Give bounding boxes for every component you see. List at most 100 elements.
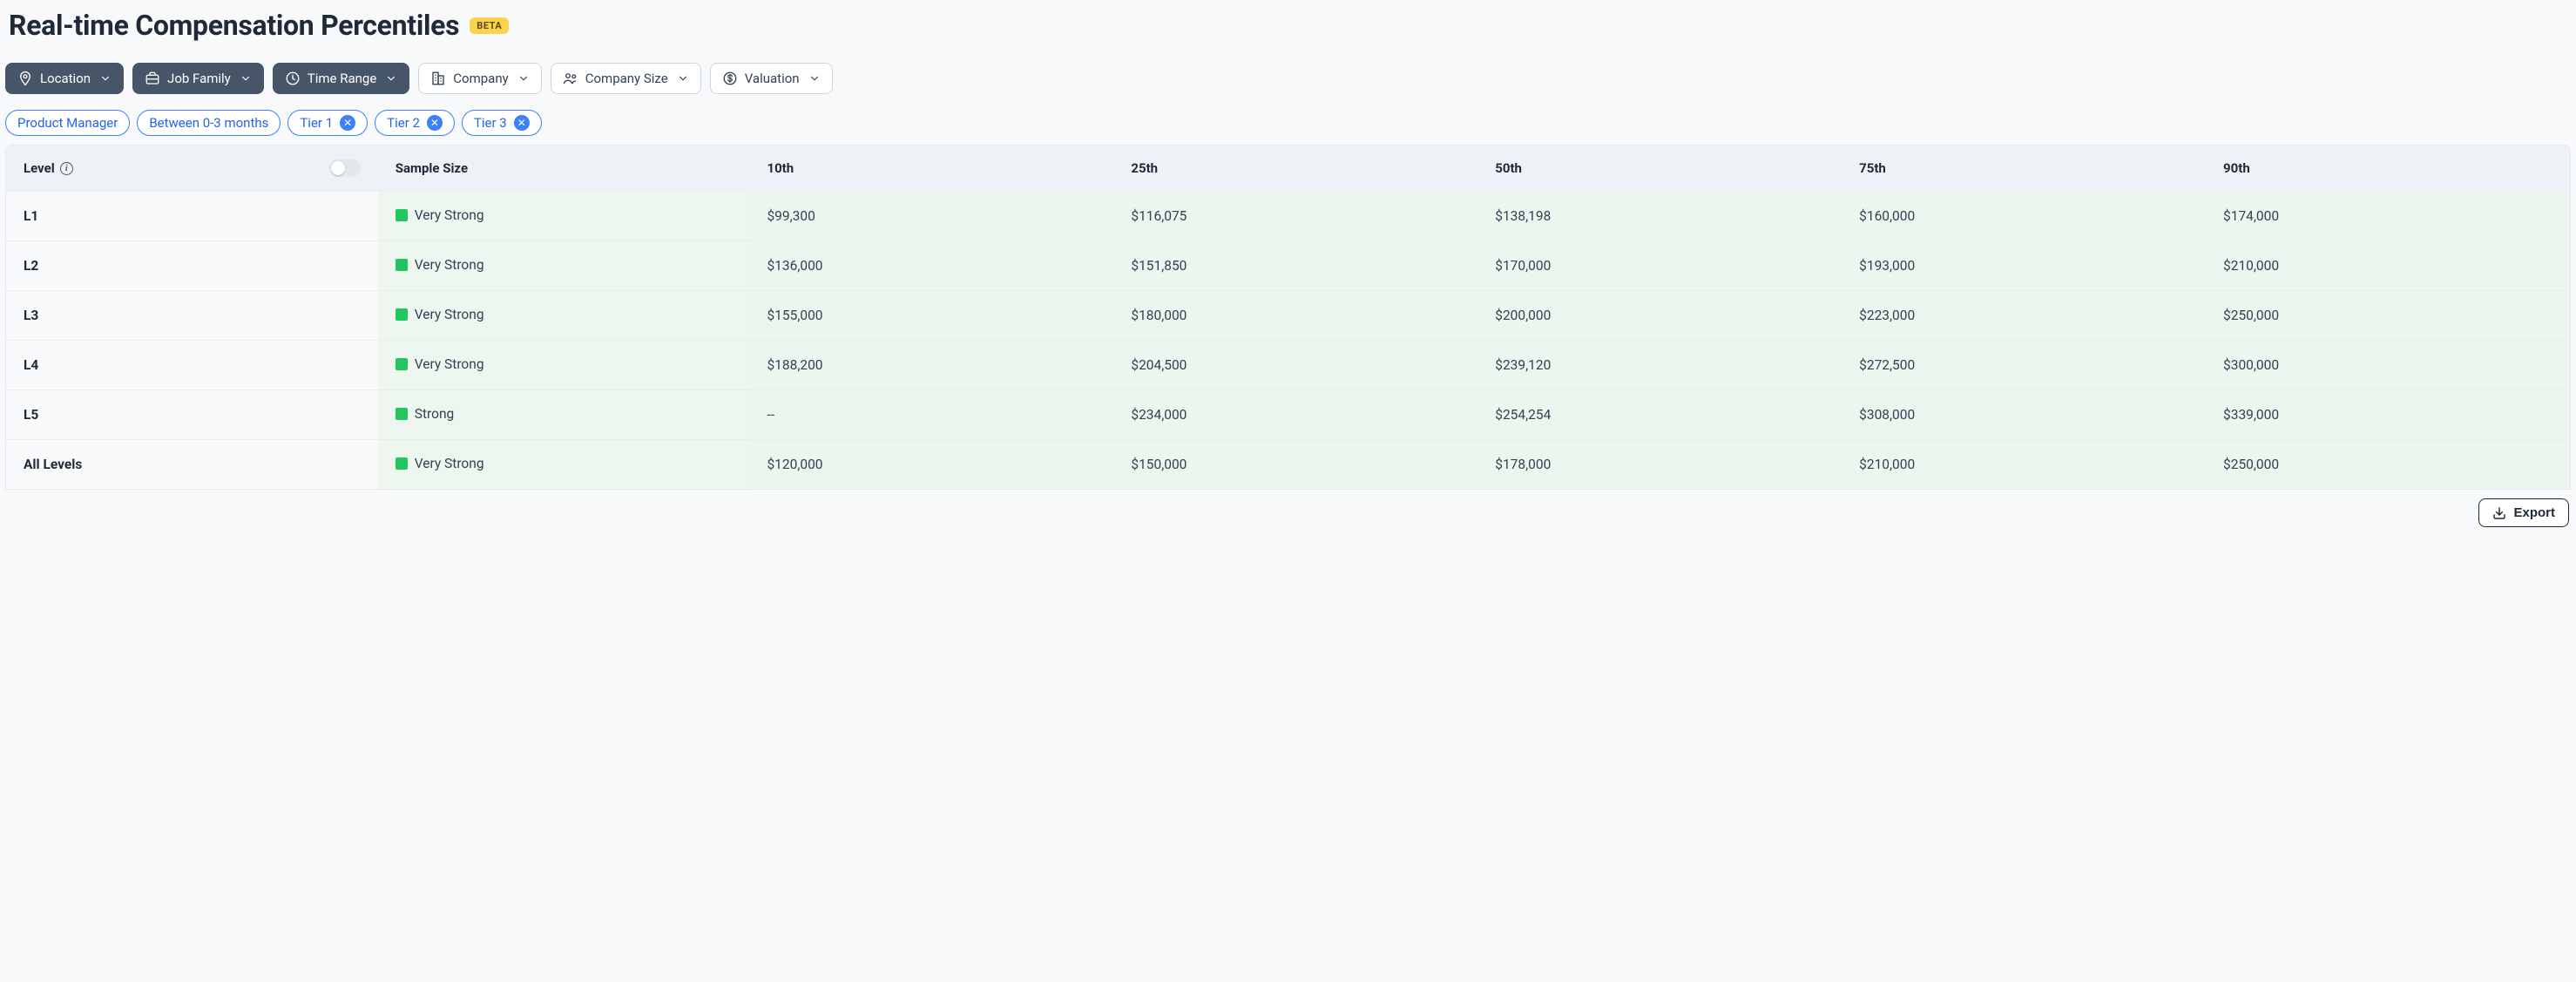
chip-remove-icon[interactable]: ✕: [427, 115, 443, 131]
cell-pct-25th: $150,000: [1113, 440, 1477, 490]
cell-pct-10th: $99,300: [749, 192, 1113, 241]
cell-pct-75th: $223,000: [1842, 291, 2206, 341]
filter-bar: Location Job Family Time Range Company Compa…: [5, 63, 2571, 94]
cell-level: All Levels: [6, 440, 378, 490]
cell-level: L4: [6, 341, 378, 390]
cell-pct-75th: $160,000: [1842, 192, 2206, 241]
filter-company[interactable]: Company: [418, 63, 541, 94]
cell-sample-size: Very Strong: [378, 241, 750, 291]
filter-job-family[interactable]: Job Family: [132, 63, 264, 94]
table-row: L4 Very Strong $188,200$204,500$239,120$27…: [6, 341, 2570, 390]
cell-pct-75th: $210,000: [1842, 440, 2206, 490]
filter-label: Company Size: [585, 71, 668, 86]
chip-tier-1[interactable]: Tier 1✕: [287, 110, 368, 136]
col-header-sample: Sample Size: [378, 146, 750, 192]
cell-pct-50th: $138,198: [1477, 192, 1842, 241]
chevron-down-icon: [99, 72, 112, 85]
info-icon[interactable]: i: [60, 162, 73, 175]
clock-icon: [285, 71, 301, 86]
chip-time-range-chip[interactable]: Between 0-3 months: [137, 110, 281, 136]
filter-location[interactable]: Location: [5, 63, 124, 94]
strength-label: Very Strong: [415, 307, 484, 322]
cell-pct-90th: $210,000: [2206, 241, 2570, 291]
filter-time-range[interactable]: Time Range: [273, 63, 410, 94]
cell-pct-75th: $308,000: [1842, 390, 2206, 440]
level-header-label: Level: [24, 160, 55, 176]
filter-label: Job Family: [167, 71, 231, 86]
chip-label: Between 0-3 months: [149, 115, 268, 131]
cell-pct-50th: $178,000: [1477, 440, 1842, 490]
strength-indicator-icon: [396, 308, 408, 321]
table-row: L5Strong--$234,000$254,254$308,000$339,0…: [6, 390, 2570, 440]
cell-pct-90th: $174,000: [2206, 192, 2570, 241]
table-footer: Export: [5, 490, 2571, 527]
chevron-down-icon: [677, 72, 689, 85]
cell-pct-10th: $120,000: [749, 440, 1113, 490]
strength-indicator-icon: [396, 408, 408, 420]
strength-indicator-icon: [396, 209, 408, 221]
cell-level: L1: [6, 192, 378, 241]
strength-indicator-icon: [396, 259, 408, 271]
chip-label: Tier 2: [387, 115, 420, 131]
export-label: Export: [2513, 505, 2555, 520]
cell-level: L3: [6, 291, 378, 341]
cell-pct-25th: $151,850: [1113, 241, 1477, 291]
people-icon: [563, 71, 578, 86]
filter-label: Location: [40, 71, 91, 86]
table-row: L2Very Strong$136,000$151,850$170,000$19…: [6, 241, 2570, 291]
download-icon: [2492, 506, 2506, 520]
col-header-90th: 90th: [2206, 146, 2570, 192]
cell-pct-10th: $136,000: [749, 241, 1113, 291]
cell-pct-10th: $188,200: [749, 341, 1113, 390]
filter-company-size[interactable]: Company Size: [551, 63, 701, 94]
chevron-down-icon: [808, 72, 821, 85]
chevron-down-icon: [240, 72, 252, 85]
building-icon: [430, 71, 446, 86]
strength-indicator-icon: [396, 358, 408, 370]
dollar-icon: [722, 71, 738, 86]
strength-indicator-icon: [396, 457, 408, 470]
col-header-50th: 50th: [1477, 146, 1842, 192]
cell-pct-50th: $170,000: [1477, 241, 1842, 291]
chip-tier-2[interactable]: Tier 2 ✕: [375, 110, 455, 136]
filter-valuation[interactable]: Valuation: [710, 63, 833, 94]
cell-pct-50th: $239,120: [1477, 341, 1842, 390]
chip-remove-icon[interactable]: ✕: [514, 115, 530, 131]
table-row: L3Very Strong$155,000$180,000$200,000$22…: [6, 291, 2570, 341]
cell-sample-size: Very Strong: [378, 341, 750, 390]
cell-pct-25th: $116,075: [1113, 192, 1477, 241]
cell-pct-25th: $180,000: [1113, 291, 1477, 341]
cell-level: L2: [6, 241, 378, 291]
cell-pct-50th: $254,254: [1477, 390, 1842, 440]
cell-pct-90th: $300,000: [2206, 341, 2570, 390]
cell-pct-75th: $272,500: [1842, 341, 2206, 390]
strength-label: Very Strong: [415, 207, 484, 223]
cell-pct-25th: $204,500: [1113, 341, 1477, 390]
active-filter-chips: Product Manager Between 0-3 months Tier 1✕…: [5, 110, 2571, 136]
strength-label: Very Strong: [415, 257, 484, 273]
chip-product-manager[interactable]: Product Manager: [5, 110, 130, 136]
level-toggle[interactable]: [329, 159, 361, 177]
chip-tier-3[interactable]: Tier 3 ✕: [462, 110, 542, 136]
cell-pct-90th: $250,000: [2206, 291, 2570, 341]
cell-level: L5: [6, 390, 378, 440]
export-button[interactable]: Export: [2478, 498, 2569, 527]
beta-badge: BETA: [470, 17, 509, 34]
chip-label: Tier 3: [474, 115, 507, 131]
col-header-75th: 75th: [1842, 146, 2206, 192]
cell-pct-90th: $250,000: [2206, 440, 2570, 490]
cell-sample-size: Very Strong: [378, 440, 750, 490]
strength-label: Very Strong: [415, 356, 484, 372]
strength-label: Very Strong: [415, 456, 484, 471]
table-header-row: Level i Sample Size 10th 25th 50th 75th …: [6, 146, 2570, 192]
percentile-table-container: Level i Sample Size 10th 25th 50th 75th …: [5, 145, 2571, 490]
chevron-down-icon: [517, 72, 530, 85]
table-row: All Levels Very Strong $120,000$150,000$17…: [6, 440, 2570, 490]
percentile-table: Level i Sample Size 10th 25th 50th 75th …: [6, 146, 2570, 489]
filter-label: Company: [453, 71, 508, 86]
cell-sample-size: Very Strong: [378, 192, 750, 241]
cell-pct-90th: $339,000: [2206, 390, 2570, 440]
col-header-level: Level i: [6, 146, 378, 192]
cell-sample-size: Very Strong: [378, 291, 750, 341]
chip-remove-icon[interactable]: ✕: [340, 115, 355, 131]
